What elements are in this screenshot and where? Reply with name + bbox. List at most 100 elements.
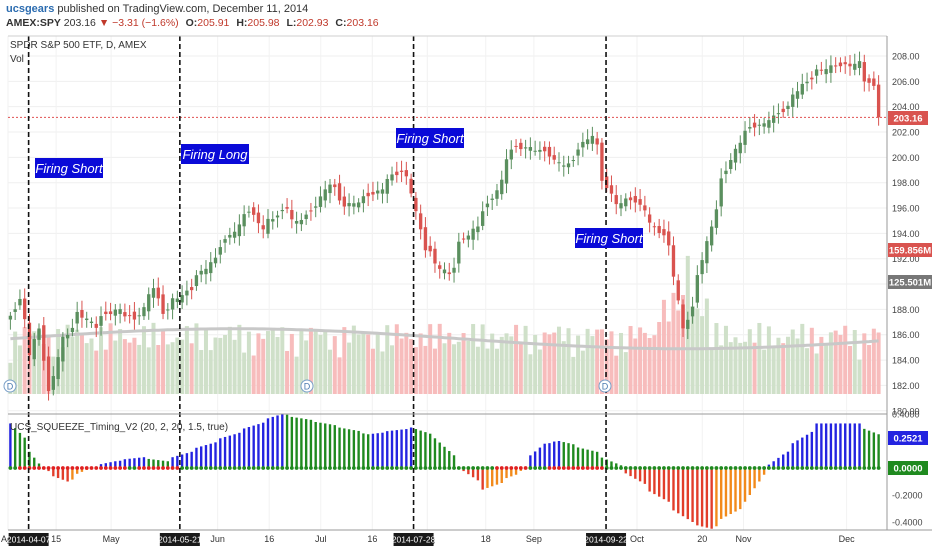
volume-bar [366, 334, 371, 394]
candle-body [576, 149, 580, 156]
squeeze-dot [237, 466, 242, 470]
volume-bar [156, 345, 161, 394]
volume-bar [843, 325, 848, 394]
squeeze-dot [876, 466, 881, 470]
candle-body [399, 170, 404, 172]
volume-ma-tag-bg [888, 275, 932, 289]
price-axis[interactable]: 208.00 206.00 204.00 202.00 200.00 198.00 196.… [892, 52, 920, 417]
candle-body [762, 123, 766, 127]
volume-bar [251, 355, 256, 394]
annotation-firing-short-2[interactable]: Firing Short [396, 128, 465, 148]
candle-body [380, 189, 385, 194]
squeeze-dot [380, 466, 385, 470]
squeeze-dot [323, 466, 328, 470]
volume-bar [347, 342, 352, 394]
squeeze-dot [366, 466, 371, 470]
dividend-marker[interactable]: D [598, 379, 612, 393]
volume-bar [218, 337, 223, 394]
last-price: 203.16 [63, 17, 96, 29]
squeeze-dot [332, 466, 337, 470]
squeeze-dot [118, 466, 123, 470]
candle-body [543, 146, 547, 152]
squeeze-dot [857, 466, 862, 470]
candle-body [671, 245, 676, 277]
volume-bar [733, 337, 738, 394]
squeeze-dot [490, 466, 495, 470]
squeeze-dot [848, 466, 852, 470]
volume-bar [432, 348, 437, 394]
dividend-marker[interactable]: D [3, 379, 17, 393]
volume-bar [852, 329, 857, 394]
dividend-marker[interactable]: D [300, 379, 314, 393]
volume-bar [509, 336, 514, 394]
squeeze-dot [685, 466, 690, 470]
time-axis[interactable]: Apr15MayJun16Jul16Aug18SepOct20NovDec201… [1, 533, 855, 546]
volume-bar [537, 349, 542, 394]
candle-body [519, 142, 523, 150]
volume-bar [704, 298, 709, 394]
squeeze-dot [437, 466, 442, 470]
candle-body [204, 268, 208, 275]
candle-body [32, 339, 36, 360]
volume-bar [571, 356, 576, 394]
squeeze-dot [704, 466, 709, 470]
volume-bar [709, 347, 714, 394]
candle-body [85, 318, 89, 321]
squeeze-dot [394, 466, 399, 470]
symbol-name[interactable]: AMEX:SPY [6, 17, 61, 29]
candle-body [442, 269, 447, 274]
squeeze-dot [390, 466, 394, 470]
annotation-firing-short-1[interactable]: Firing Short [35, 158, 104, 178]
volume-bar [161, 329, 166, 394]
volume-bar [871, 328, 876, 394]
volume-bar [385, 325, 390, 394]
candle-body [256, 212, 261, 224]
squeeze-dot [175, 466, 180, 470]
author-link[interactable]: ucsgears [6, 3, 55, 15]
squeeze-dot [509, 466, 514, 470]
candle-body [56, 357, 60, 380]
candle-body [862, 62, 866, 82]
volume-bar [809, 327, 814, 394]
annotation-firing-short-3[interactable]: Firing Short [575, 228, 644, 248]
time-tick-label: Jun [210, 534, 225, 544]
candle-body [285, 207, 289, 209]
candle-body [781, 108, 785, 113]
squeeze-dot [409, 466, 414, 470]
volume-bar [795, 338, 800, 394]
squeeze-dot [99, 466, 103, 470]
candle-body [70, 327, 75, 333]
squeeze-dot [146, 466, 151, 470]
candle-body [175, 298, 180, 303]
volume-bar [475, 346, 480, 394]
volume-bar [13, 331, 18, 394]
squeeze-dot [337, 466, 342, 470]
volume-bar [580, 350, 585, 394]
squeeze-dot [184, 466, 189, 470]
date-highlight-label: 2014-07-28 [392, 535, 436, 545]
squeeze-dot [65, 466, 70, 470]
volume-bar [103, 349, 108, 394]
candle-body [581, 141, 585, 148]
squeeze-dot [533, 466, 538, 470]
svg-text:D: D [7, 382, 14, 392]
indicator-tick-label: -0.2000 [892, 491, 923, 501]
volume-bar [666, 321, 671, 394]
volume-bar [418, 333, 423, 394]
annotation-firing-long[interactable]: Firing Long [181, 144, 249, 164]
candle-body [118, 309, 122, 314]
volume-bar [285, 350, 290, 394]
candle-body [662, 229, 666, 236]
candle-body [323, 189, 327, 201]
volume-bar [576, 335, 581, 394]
candle-body [223, 239, 227, 243]
squeeze-dot [561, 466, 566, 470]
squeeze-dot [299, 466, 304, 470]
candle-body [418, 213, 423, 230]
volume-bar [609, 331, 614, 394]
candle-body [824, 69, 828, 75]
squeeze-dot [809, 466, 814, 470]
squeeze-dot [204, 466, 208, 470]
candle-body [371, 191, 375, 195]
